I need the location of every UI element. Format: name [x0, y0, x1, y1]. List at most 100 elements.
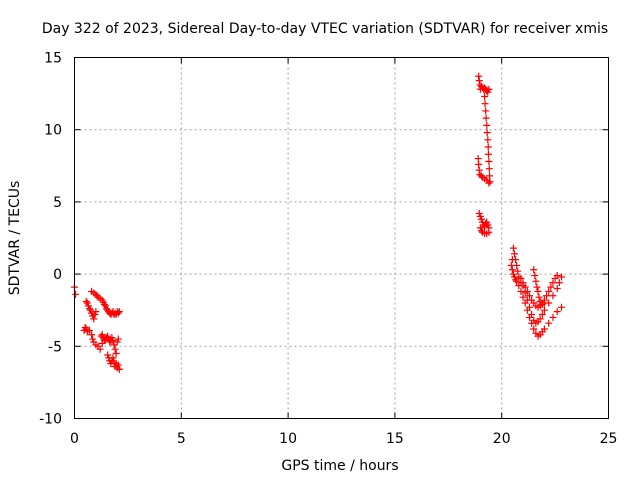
- data-point: [483, 129, 491, 137]
- data-point: [475, 77, 483, 85]
- data-point: [115, 365, 123, 373]
- data-point: [549, 313, 557, 321]
- data-point: [482, 107, 490, 115]
- x-tick-label: 10: [279, 431, 297, 447]
- data-point: [111, 345, 119, 353]
- grid: [74, 57, 609, 419]
- data-point: [553, 285, 561, 293]
- y-tick-label: 0: [53, 267, 62, 283]
- data-point: [114, 361, 122, 369]
- x-tick-label: 15: [386, 431, 404, 447]
- chart-title: Day 322 of 2023, Sidereal Day-to-day VTE…: [42, 21, 608, 37]
- data-point: [540, 299, 548, 307]
- data-point: [530, 266, 538, 274]
- data-point: [485, 228, 493, 236]
- data-point: [114, 309, 122, 317]
- data-point: [90, 315, 98, 323]
- data-point: [553, 272, 561, 280]
- data-point: [109, 354, 117, 362]
- data-point: [485, 85, 493, 93]
- y-tick-label: 5: [53, 195, 62, 211]
- data-point: [508, 266, 516, 274]
- data-point: [486, 178, 494, 186]
- data-point: [81, 324, 89, 332]
- data-point: [513, 261, 521, 269]
- data-point: [514, 267, 522, 275]
- data-point: [485, 179, 493, 187]
- data-point: [481, 92, 489, 100]
- data-point: [511, 250, 519, 258]
- data-point: [545, 319, 553, 327]
- data-point: [536, 315, 544, 323]
- data-point: [475, 166, 483, 174]
- data-point: [521, 289, 529, 297]
- data-point: [540, 325, 548, 333]
- data-point: [481, 100, 489, 108]
- x-tick-labels: 0 5 10 15 20 25: [70, 431, 617, 447]
- data-point: [485, 165, 493, 173]
- data-point: [525, 292, 533, 300]
- data-point: [72, 290, 80, 298]
- data-point: [558, 273, 566, 281]
- data-point: [553, 308, 561, 316]
- data-point: [535, 293, 543, 301]
- data-point: [525, 303, 533, 311]
- data-point: [100, 300, 108, 308]
- data-point: [96, 345, 104, 353]
- y-tick-labels: -10 -5 0 5 10 15: [39, 51, 62, 428]
- x-tick-label: 5: [177, 431, 186, 447]
- data-point: [82, 298, 90, 306]
- y-tick-label: 15: [44, 51, 62, 67]
- y-axis-label: SDTVAR / TECUs: [7, 181, 23, 296]
- data-point: [543, 292, 551, 300]
- plot-frame: [74, 57, 609, 419]
- x-tick-label: 25: [600, 431, 618, 447]
- data-point: [532, 277, 540, 285]
- data-point: [549, 292, 557, 300]
- data-point: [512, 256, 520, 264]
- data-point: [88, 331, 96, 339]
- data-points: [71, 72, 566, 373]
- data-point: [85, 305, 93, 313]
- data-point: [538, 311, 546, 319]
- data-point: [475, 72, 483, 80]
- data-point: [549, 279, 557, 287]
- data-point: [545, 287, 553, 295]
- axis-ticks: [74, 57, 609, 419]
- data-point: [106, 338, 114, 346]
- y-tick-label: 10: [44, 123, 62, 139]
- data-point: [531, 272, 539, 280]
- data-point: [528, 311, 536, 319]
- data-point: [534, 287, 542, 295]
- y-tick-label: -10: [39, 412, 62, 428]
- data-point: [484, 143, 492, 151]
- data-point: [513, 277, 521, 285]
- data-point: [555, 279, 563, 287]
- data-point: [114, 335, 122, 343]
- data-point: [475, 160, 483, 168]
- data-point: [92, 308, 100, 316]
- data-point: [485, 157, 493, 165]
- data-point: [484, 136, 492, 144]
- data-point: [85, 326, 93, 334]
- x-tick-label: 20: [493, 431, 511, 447]
- data-point: [540, 306, 548, 314]
- data-point: [519, 293, 527, 301]
- data-point: [547, 283, 555, 291]
- data-point: [512, 276, 520, 284]
- data-point: [483, 121, 491, 129]
- data-point: [517, 287, 525, 295]
- data-point: [115, 308, 123, 316]
- x-axis-label: GPS time / hours: [281, 458, 398, 474]
- data-point: [482, 114, 490, 122]
- y-tick-label: -5: [48, 339, 62, 355]
- data-point: [533, 283, 541, 291]
- data-point: [558, 303, 566, 311]
- data-point: [530, 325, 538, 333]
- data-point: [523, 296, 531, 304]
- data-point: [109, 337, 117, 345]
- data-point: [484, 150, 492, 158]
- data-point: [509, 244, 517, 252]
- x-tick-label: 0: [70, 431, 79, 447]
